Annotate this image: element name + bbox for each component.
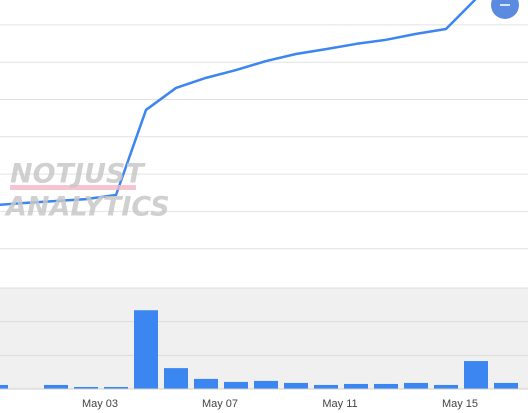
bar xyxy=(194,378,218,389)
bar xyxy=(164,368,188,389)
bar xyxy=(344,383,368,389)
bar xyxy=(284,382,308,389)
x-tick-label: May 11 xyxy=(322,398,357,410)
x-tick-label: May 15 xyxy=(442,398,478,410)
bar xyxy=(74,386,98,389)
bar xyxy=(494,382,518,389)
bar xyxy=(224,381,248,389)
bar xyxy=(374,383,398,389)
watermark-line1: NOTJUST xyxy=(10,159,146,190)
bar xyxy=(434,384,458,389)
collapse-button[interactable] xyxy=(491,0,519,19)
bar xyxy=(254,380,278,389)
bar-panel-background xyxy=(0,288,528,389)
line-series xyxy=(0,0,477,207)
watermark-stripe xyxy=(10,185,136,190)
bar xyxy=(404,382,428,389)
watermark-line2: ANALYTICS xyxy=(4,192,170,223)
x-tick-label: May 03 xyxy=(82,398,118,410)
bar xyxy=(314,384,338,389)
button-circle[interactable] xyxy=(491,0,519,19)
bar xyxy=(104,386,128,389)
bar xyxy=(0,384,8,389)
line-layer xyxy=(0,0,477,207)
watermark: NOTJUST ANALYTICS xyxy=(4,159,170,223)
bar xyxy=(44,384,68,389)
bar xyxy=(464,361,488,389)
x-tick-labels: May 03 May 07 May 11 May 15 xyxy=(82,398,478,410)
bars xyxy=(0,310,518,389)
bar xyxy=(134,310,158,389)
x-tick-label: May 07 xyxy=(202,398,238,410)
